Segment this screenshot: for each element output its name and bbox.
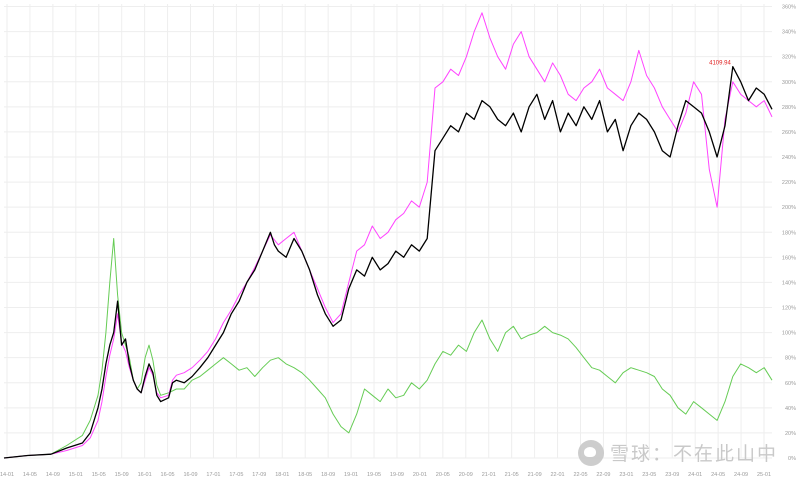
black-series-line — [3, 66, 773, 459]
green-series-line — [3, 238, 773, 459]
x-tick-label: 16-01 — [138, 472, 152, 478]
y-tick-label: 280% — [782, 105, 796, 111]
x-tick-label: 22-05 — [573, 472, 587, 478]
y-tick-label: 300% — [782, 80, 796, 86]
y-tick-label: 360% — [782, 5, 796, 11]
x-tick-label: 19-09 — [390, 472, 404, 478]
x-tick-label: 20-01 — [413, 472, 427, 478]
y-tick-label: 80% — [785, 356, 796, 362]
y-tick-label: 160% — [782, 255, 796, 261]
x-tick-label: 19-05 — [367, 472, 381, 478]
grid-lines — [4, 4, 772, 459]
y-tick-label: 240% — [782, 155, 796, 161]
y-tick-label: 200% — [782, 205, 796, 211]
y-tick-label: 60% — [785, 381, 796, 387]
x-tick-label: 18-09 — [321, 472, 335, 478]
magenta-series-line — [3, 12, 773, 459]
y-tick-label: 140% — [782, 280, 796, 286]
watermark: 雪球：不在此山中 — [577, 439, 778, 466]
x-tick-label: 14-05 — [23, 472, 37, 478]
x-tick-label: 24-01 — [688, 472, 702, 478]
y-tick-label: 100% — [782, 331, 796, 337]
watermark-text: 雪球：不在此山中 — [609, 443, 778, 465]
x-tick-label: 21-05 — [505, 472, 519, 478]
y-axis-tick-labels: 0% 20% 40% 60% 80% 100% 120% 140% 160% 180% 200% 22… — [782, 5, 796, 462]
x-tick-label: 21-01 — [482, 472, 496, 478]
x-tick-label: 22-01 — [551, 472, 565, 478]
y-tick-label: 260% — [782, 130, 796, 136]
x-tick-label: 20-09 — [459, 472, 473, 478]
x-tick-label: 17-09 — [252, 472, 266, 478]
x-tick-label: 15-05 — [92, 472, 106, 478]
y-tick-label: 0% — [788, 456, 796, 462]
x-axis-tick-labels: 14-01 14-05 14-09 15-01 15-05 15-09 16-01 16-05… — [0, 472, 771, 478]
x-tick-label: 19-01 — [344, 472, 358, 478]
y-tick-label: 320% — [782, 55, 796, 61]
x-tick-label: 23-09 — [665, 472, 679, 478]
x-tick-label: 23-01 — [619, 472, 633, 478]
x-tick-label: 18-05 — [298, 472, 312, 478]
x-tick-label: 14-01 — [0, 472, 14, 478]
series-lines — [3, 12, 773, 459]
peak-value-label: 4109.94 — [709, 61, 731, 67]
x-tick-label: 17-01 — [206, 472, 220, 478]
y-tick-label: 40% — [785, 406, 796, 412]
y-tick-label: 180% — [782, 230, 796, 236]
x-tick-label: 25-01 — [757, 472, 771, 478]
y-tick-label: 20% — [785, 431, 796, 437]
x-tick-label: 16-09 — [183, 472, 197, 478]
x-tick-label: 24-09 — [734, 472, 748, 478]
x-tick-label: 16-05 — [161, 472, 175, 478]
x-tick-label: 17-05 — [229, 472, 243, 478]
x-tick-label: 22-09 — [596, 472, 610, 478]
x-tick-label: 24-05 — [711, 472, 725, 478]
x-tick-label: 15-01 — [69, 472, 83, 478]
y-tick-label: 220% — [782, 180, 796, 186]
x-tick-label: 20-05 — [436, 472, 450, 478]
y-tick-label: 120% — [782, 306, 796, 312]
x-tick-label: 23-05 — [642, 472, 656, 478]
x-tick-label: 15-09 — [115, 472, 129, 478]
y-tick-label: 340% — [782, 30, 796, 36]
snowball-logo-icon — [577, 439, 604, 466]
x-tick-label: 14-09 — [46, 472, 60, 478]
x-tick-label: 18-01 — [275, 472, 289, 478]
x-tick-label: 21-09 — [528, 472, 542, 478]
